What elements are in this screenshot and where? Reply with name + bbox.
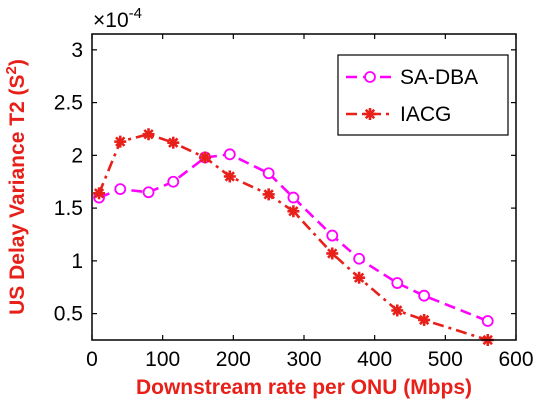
y-tick-label: 3 — [71, 39, 83, 62]
data-point — [262, 188, 275, 201]
data-point — [262, 167, 275, 180]
data-point — [142, 186, 155, 199]
y-axis-title-sup: 2 — [3, 66, 20, 74]
data-point — [223, 148, 236, 161]
legend-label: SA-DBA — [400, 66, 478, 89]
y-multiplier-exponent: -4 — [129, 5, 142, 22]
data-point — [114, 135, 127, 148]
asterisk-stroke — [327, 248, 338, 259]
data-point — [167, 175, 180, 188]
asterisk-stroke — [364, 108, 376, 120]
data-point — [93, 187, 106, 200]
data-point — [326, 229, 339, 242]
asterisk-stroke — [224, 171, 235, 182]
y-tick-label: 1.5 — [54, 197, 83, 220]
data-point — [199, 151, 212, 164]
data-point — [326, 247, 339, 260]
asterisk-stroke — [143, 129, 154, 140]
y-tick-label: 0.5 — [54, 303, 83, 326]
series-iacg — [93, 128, 494, 346]
asterisk-stroke — [115, 136, 126, 147]
data-point — [418, 313, 431, 326]
y-axis-title-main: US Delay Variance T2 (S — [6, 74, 29, 314]
y-tick-label: 2.5 — [54, 92, 83, 115]
y-multiplier-base: ×10 — [93, 9, 129, 32]
x-tick-label: 0 — [86, 348, 98, 371]
legend: SA-DBA IACG — [337, 54, 509, 136]
tick-layer: 0 100 200 300 400 500 600 0.5 1 1.5 2 2.5 3 — [54, 34, 534, 371]
x-axis-title: Downstream rate per ONU (Mbps) — [136, 376, 472, 399]
y-tick-label: 2 — [71, 144, 83, 167]
y-axis-title: US Delay Variance T2 (S2) — [3, 59, 29, 315]
asterisk-stroke — [199, 152, 211, 163]
x-tick-label: 300 — [286, 348, 321, 371]
legend-marker — [364, 108, 376, 120]
data-point — [418, 289, 431, 302]
asterisk-stroke — [263, 189, 274, 200]
series-layer — [93, 128, 494, 346]
series-line — [97, 132, 489, 342]
legend-marker — [364, 71, 376, 83]
series-sa-dba — [93, 148, 494, 327]
x-tick-label: 100 — [145, 348, 180, 371]
data-point — [142, 128, 155, 141]
data-point — [391, 277, 404, 289]
x-tick-label: 400 — [357, 348, 392, 371]
data-point — [353, 271, 366, 284]
asterisk-stroke — [288, 206, 299, 217]
asterisk-stroke — [353, 272, 365, 283]
x-tick-label: 200 — [216, 348, 251, 371]
data-point — [167, 136, 180, 149]
asterisk-stroke — [392, 305, 403, 316]
y-tick-label: 1 — [71, 250, 83, 273]
data-point — [481, 315, 494, 327]
data-point — [391, 304, 404, 317]
data-point — [353, 252, 366, 265]
legend-box — [337, 54, 509, 136]
data-point — [223, 170, 236, 183]
y-axis-multiplier: ×10-4 — [93, 5, 142, 32]
x-tick-label: 500 — [428, 348, 463, 371]
data-point — [287, 191, 300, 204]
asterisk-stroke — [168, 137, 179, 148]
y-axis-title-close: ) — [6, 59, 29, 66]
x-tick-label: 600 — [498, 348, 533, 371]
asterisk-stroke — [93, 188, 105, 199]
legend-label: IACG — [400, 103, 451, 126]
data-point — [287, 205, 300, 218]
asterisk-stroke — [418, 314, 430, 326]
data-point — [114, 183, 127, 196]
